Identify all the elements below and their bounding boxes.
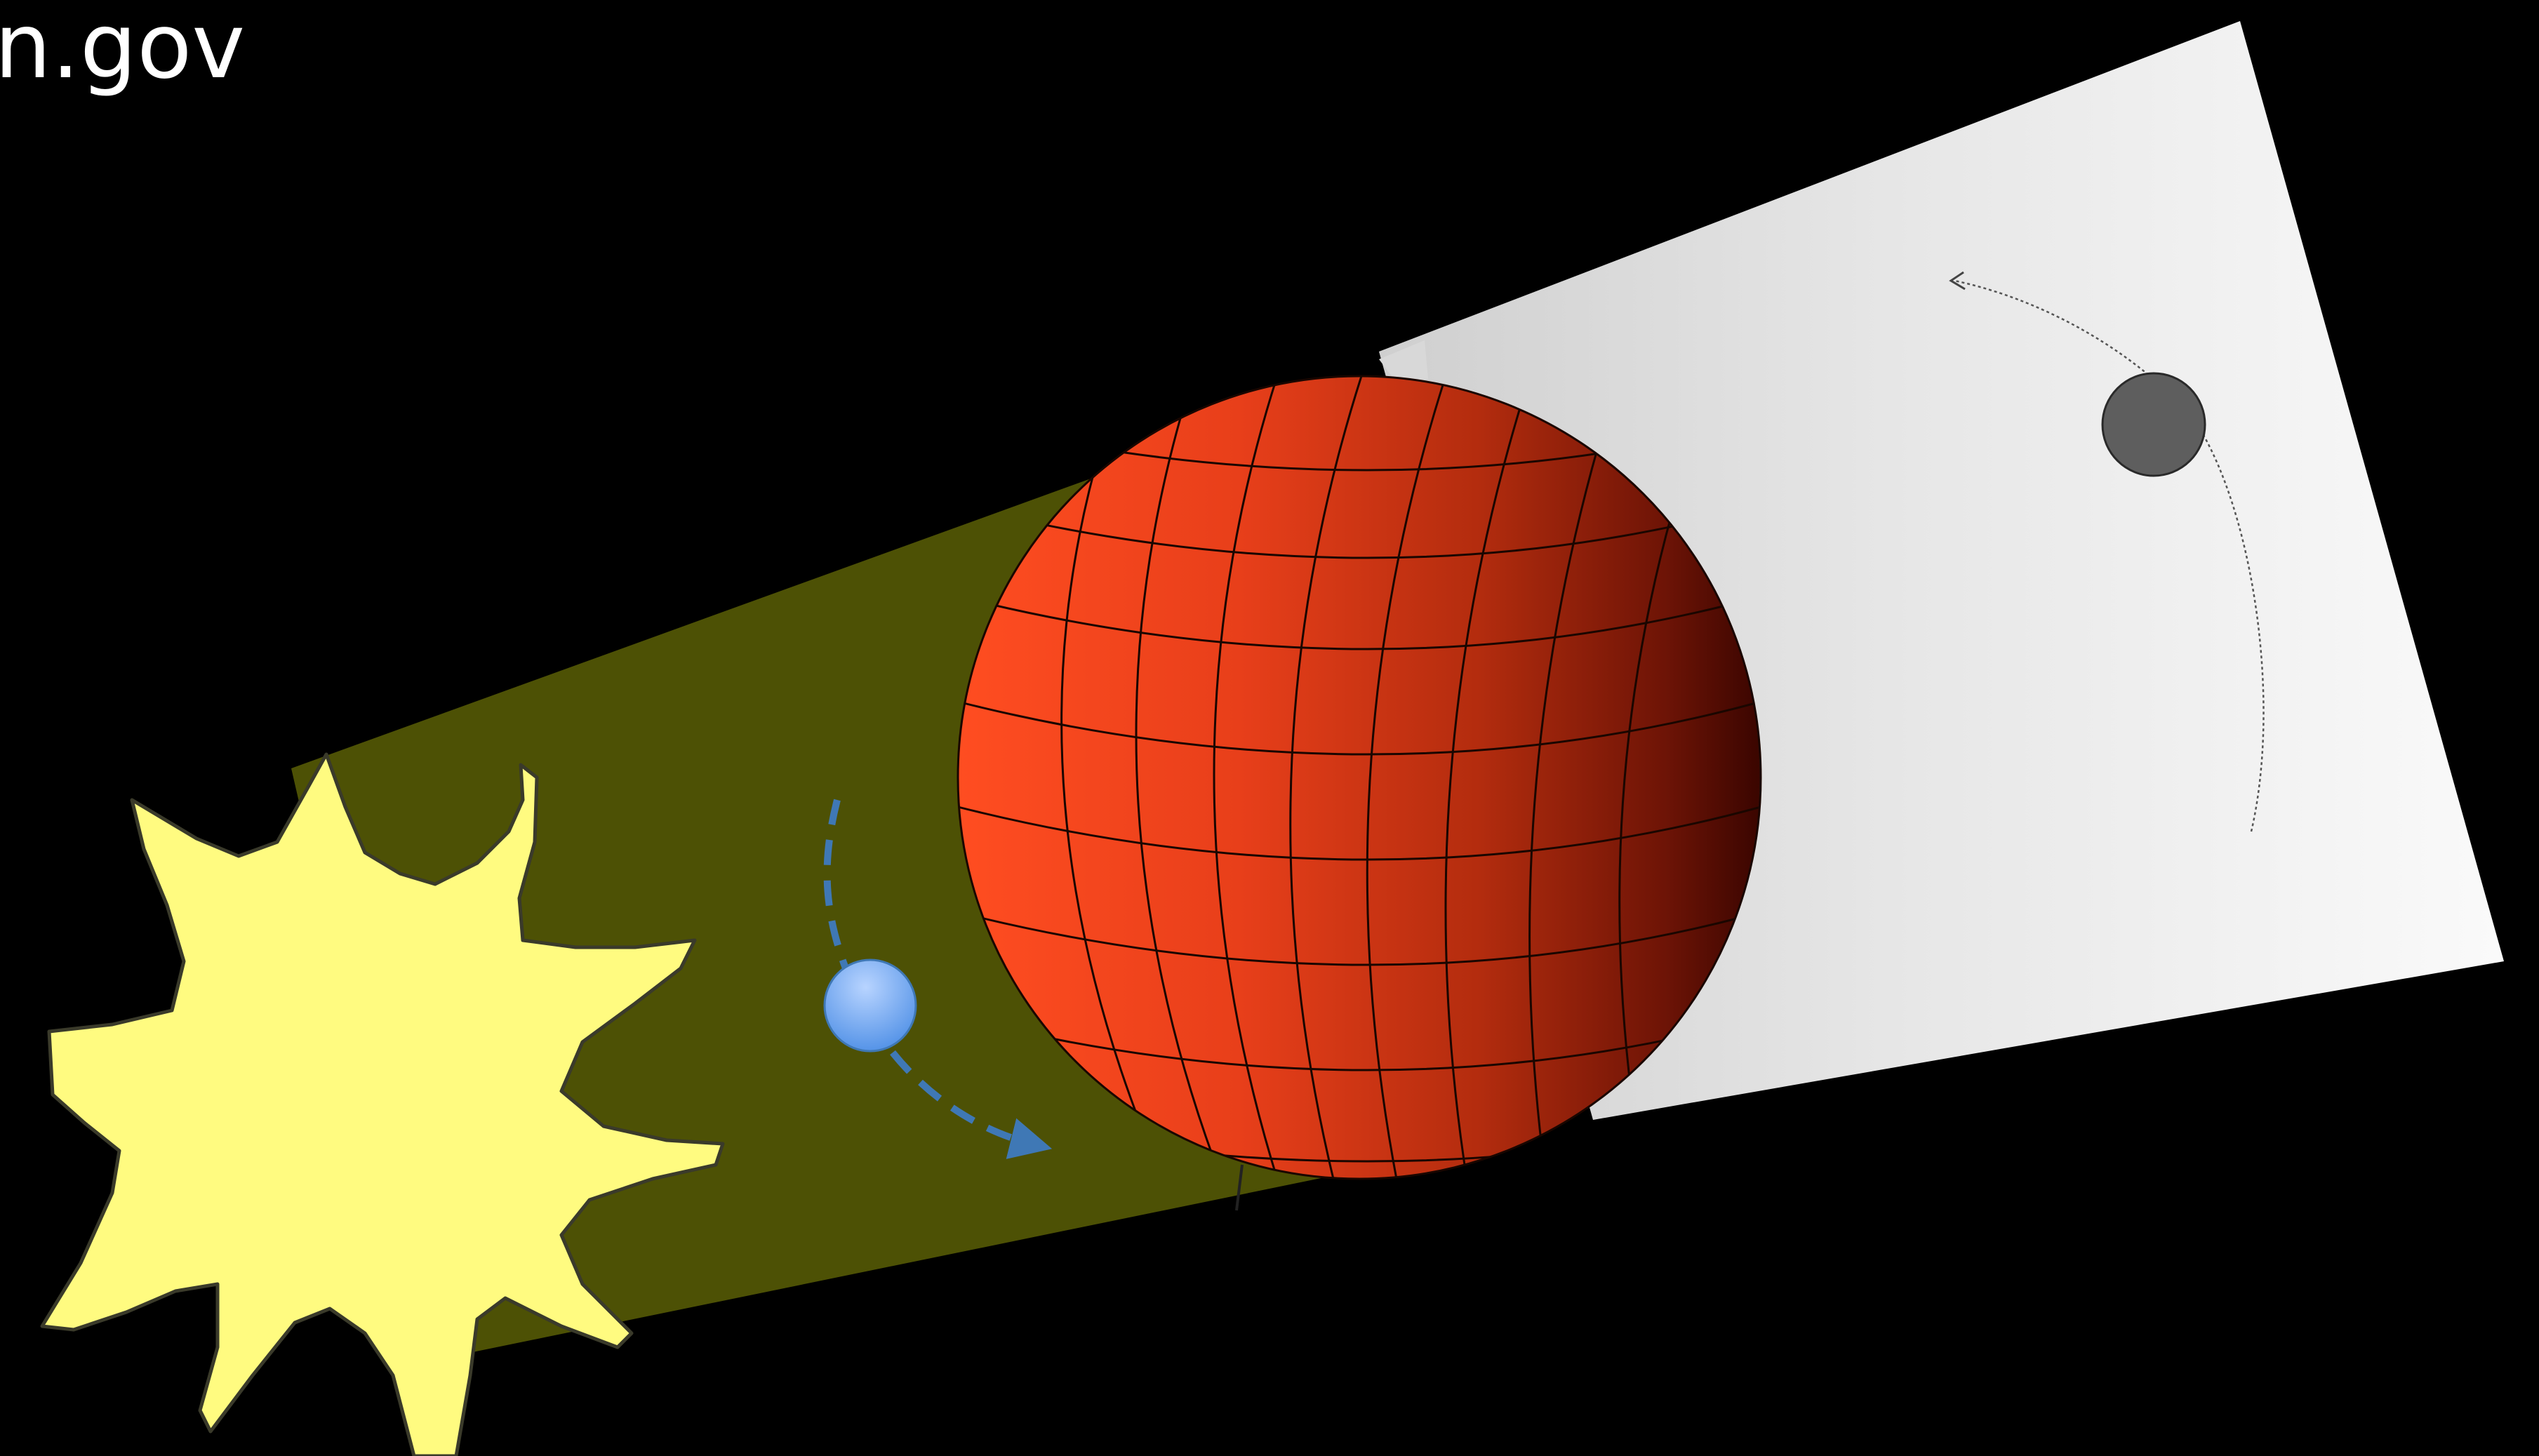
planet-globe-icon (957, 375, 1762, 1180)
far-moon-orbit-arrowhead (1949, 271, 1966, 290)
screen-notch (1379, 340, 1428, 382)
near-moon-icon (823, 959, 917, 1053)
near-moon-orbit-arrow (890, 1050, 1053, 1159)
far-moon-orbit-path (1954, 279, 2265, 832)
beam-edge-line (1235, 1164, 1244, 1211)
far-moon-icon (2101, 372, 2206, 477)
sun-icon (40, 752, 725, 1456)
source-credit: n.gov (0, 0, 246, 99)
near-moon-orbit-path (823, 799, 849, 970)
